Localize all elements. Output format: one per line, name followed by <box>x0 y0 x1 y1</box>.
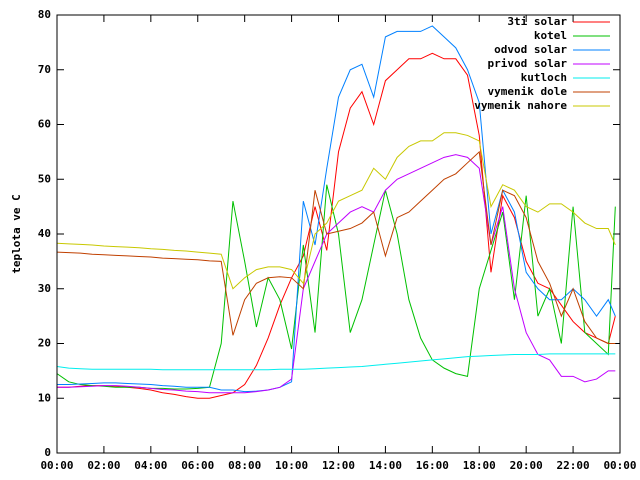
y-tick-label: 60 <box>38 118 51 131</box>
x-tick-label: 14:00 <box>369 459 402 472</box>
legend-label: privod solar <box>488 57 568 70</box>
x-tick-label: 00:00 <box>603 459 636 472</box>
y-tick-label: 40 <box>38 227 51 240</box>
y-tick-label: 80 <box>38 8 51 21</box>
series-line <box>56 132 616 290</box>
x-tick-label: 00:00 <box>40 459 73 472</box>
y-tick-label: 10 <box>38 391 51 404</box>
y-tick-label: 20 <box>38 337 51 350</box>
series-line <box>56 150 616 344</box>
x-tick-label: 22:00 <box>557 459 590 472</box>
series-line <box>57 52 616 399</box>
plot-border <box>56 14 621 454</box>
y-tick-label: 50 <box>38 172 51 185</box>
x-tick-label: 16:00 <box>416 459 449 472</box>
x-tick-label: 12:00 <box>322 459 355 472</box>
x-tick-label: 08:00 <box>228 459 261 472</box>
legend-label: vymenik dole <box>488 85 568 98</box>
x-tick-label: 18:00 <box>463 459 496 472</box>
y-tick-label: 0 <box>44 446 51 459</box>
legend-label: kotel <box>534 29 567 42</box>
x-tick-label: 02:00 <box>87 459 120 472</box>
series-line <box>56 184 616 390</box>
series-line <box>57 25 616 393</box>
y-tick-label: 70 <box>38 63 51 76</box>
x-tick-label: 04:00 <box>134 459 167 472</box>
y-axis-label: teplota ve C <box>10 194 23 273</box>
legend-label: kutloch <box>521 71 567 84</box>
x-tick-label: 10:00 <box>275 459 308 472</box>
series-line <box>57 154 616 394</box>
legend-label: vymenik nahore <box>474 99 567 112</box>
y-tick-label: 30 <box>38 282 51 295</box>
x-tick-label: 20:00 <box>510 459 543 472</box>
series-line <box>56 353 616 371</box>
legend-label: odvod solar <box>494 43 567 56</box>
x-tick-label: 06:00 <box>181 459 214 472</box>
legend-label: 3ti solar <box>507 15 567 28</box>
